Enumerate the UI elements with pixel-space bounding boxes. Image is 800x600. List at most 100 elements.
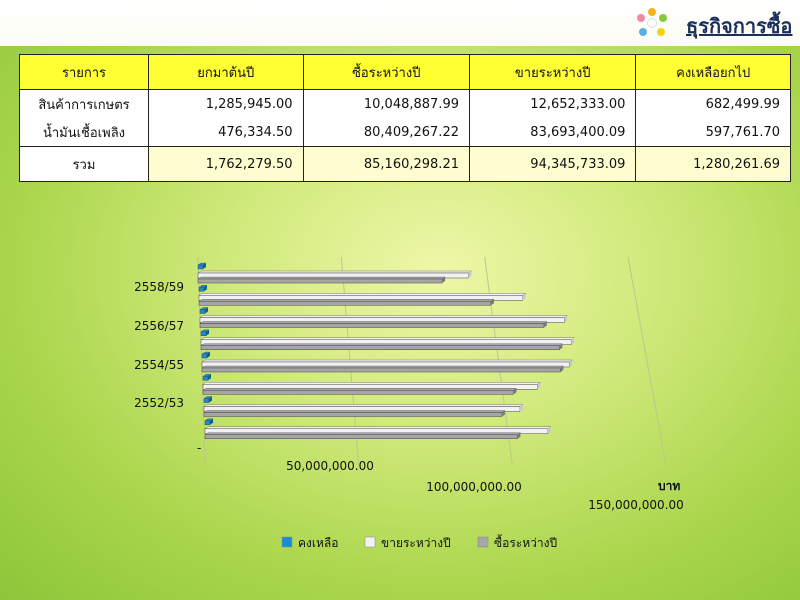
bar-top-face (203, 410, 506, 413)
bar-end-face (208, 374, 211, 381)
legend-label: ขายระหว่างปี (381, 536, 451, 550)
bar (201, 353, 208, 359)
table-cell: 12,652,333.00 (468, 89, 637, 118)
category-label: 2558/59 (134, 280, 184, 294)
x-tick-label: 50,000,000.00 (286, 459, 374, 473)
x-axis-label: บาท (658, 479, 680, 493)
bar-end-face (468, 271, 472, 278)
bar-end-face (210, 418, 213, 425)
bar (197, 278, 443, 284)
bar-top-face (197, 276, 446, 280)
flower-logo-icon (637, 8, 667, 36)
bar (202, 390, 514, 395)
gridline (627, 256, 667, 466)
bar-end-face (490, 299, 494, 306)
bar (203, 398, 210, 403)
legend-label: คงเหลือ (298, 536, 338, 550)
table-cell: 476,334.50 (148, 118, 304, 147)
table-cell: 597,761.70 (635, 118, 791, 147)
row-label: สินค้าการเกษตร (19, 89, 149, 118)
bar-end-face (559, 343, 563, 350)
category-label: 2552/53 (134, 396, 184, 410)
bar (200, 331, 207, 336)
bar-end-face (569, 360, 573, 367)
bar-end-face (205, 307, 208, 314)
header-bar: ธุรกิจการซื้อ (0, 0, 800, 46)
legend-swatch (477, 536, 489, 548)
bar (197, 264, 204, 270)
bar-end-face (203, 263, 206, 269)
bar-end-face (543, 321, 547, 328)
bar-end-face (209, 396, 212, 403)
bar (199, 309, 206, 314)
bar-top-face (204, 432, 522, 435)
bar-end-face (442, 277, 446, 283)
bar-top-face (197, 270, 473, 274)
legend-swatch (364, 536, 376, 548)
bar-end-face (560, 366, 564, 372)
gridline (197, 256, 206, 466)
bar (201, 367, 561, 373)
bar-end-face (513, 388, 517, 395)
table-cell: 83,693,400.09 (468, 118, 637, 147)
bar-top-face (201, 359, 573, 363)
bar-end-face (564, 315, 568, 323)
page-title: ธุรกิจการซื้อ (686, 14, 793, 38)
bar-top-face (200, 337, 575, 340)
bar (198, 287, 205, 292)
bar-end-face (204, 285, 207, 292)
bar-top-face (202, 382, 542, 385)
bar-end-face (571, 337, 575, 345)
summary-table: รายการ ยกมาต้นปี ซื้อระหว่างปี ขายระหว่า… (19, 54, 791, 182)
bar-top-face (200, 343, 564, 346)
table-cell: 10,048,887.99 (302, 89, 470, 118)
bar-top-face (198, 299, 495, 302)
table-total-row: รวม 1,762,279.50 85,160,298.21 94,345,73… (19, 146, 791, 182)
bar-top-face (198, 293, 527, 296)
total-label: รวม (19, 146, 149, 182)
table-cell: 85,160,298.21 (302, 146, 470, 182)
table-header-row: รายการ ยกมาต้นปี ซื้อระหว่างปี ขายระหว่า… (19, 54, 791, 90)
category-label: 2554/55 (134, 358, 184, 372)
table-row: สินค้าการเกษตร 1,285,945.00 10,048,887.9… (19, 89, 791, 118)
column-header: คงเหลือยกไป (635, 54, 791, 90)
chart-labels: 2558/59 2556/57 2554/55 2552/53 - 50,000,000.… (134, 280, 684, 512)
table-row: น้ำมันเชื้อเพลิง 476,334.50 80,409,267.2… (19, 118, 791, 147)
table-cell: 80,409,267.22 (302, 118, 470, 147)
column-header: ยกมาต้นปี (148, 54, 304, 90)
x-tick-label: 150,000,000.00 (588, 498, 683, 512)
row-label: น้ำมันเชื้อเพลิง (19, 118, 149, 147)
bar (204, 420, 211, 425)
table-cell: 1,280,261.69 (635, 146, 791, 182)
category-label: 2556/57 (134, 319, 184, 333)
bar-end-face (547, 426, 551, 434)
x-tick-label: 100,000,000.00 (426, 480, 521, 494)
bar-top-face (199, 315, 568, 318)
bar-top-face (199, 321, 548, 324)
bar (200, 345, 560, 350)
chart-bars (197, 262, 575, 439)
bar-end-face (517, 432, 521, 439)
legend-swatch (281, 536, 293, 548)
bar-end-face (537, 382, 541, 390)
column-header: รายการ (19, 54, 149, 90)
bar (202, 376, 209, 381)
x-tick-label: - (197, 441, 201, 455)
bar-top-face (202, 388, 518, 391)
bar-top-face (201, 365, 565, 369)
bar (203, 412, 503, 417)
bar-top-face (203, 404, 524, 407)
bar-end-face (522, 293, 526, 301)
table-cell: 1,762,279.50 (148, 146, 304, 182)
bar-end-face (207, 352, 210, 358)
table-cell: 94,345,733.09 (468, 146, 637, 182)
bar (204, 434, 518, 439)
bar-end-face (501, 410, 505, 417)
bar-end-face (206, 329, 209, 336)
column-header: ขายระหว่างปี (468, 54, 637, 90)
bar (198, 301, 492, 306)
bar-top-face (204, 426, 552, 429)
chart-legend: คงเหลือ ขายระหว่างปี ซื้อระหว่างปี (281, 534, 557, 550)
bar (199, 323, 545, 328)
